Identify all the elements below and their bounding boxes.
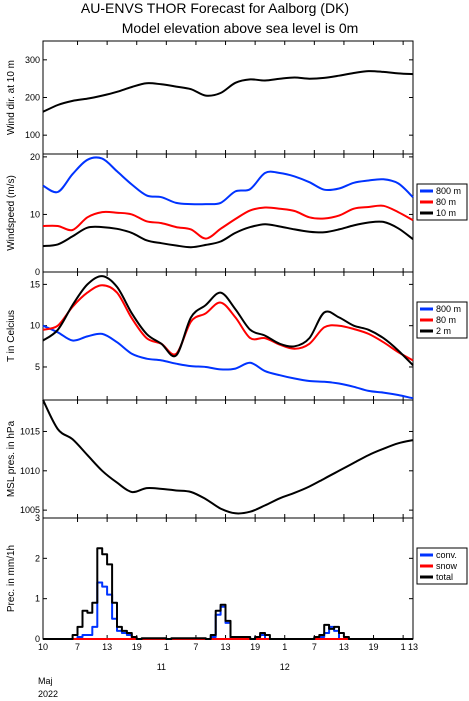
x-year-label: 2022: [38, 689, 58, 699]
x-tick-label: 19: [369, 642, 379, 652]
legend-label: total: [436, 572, 453, 582]
y-axis-label: Windspeed (m/s): [6, 175, 17, 251]
x-day-label: 11: [157, 662, 166, 672]
series-line-precipitation-total: [43, 547, 413, 640]
series-line-windspeed-80-m: [42, 204, 414, 240]
y-tick-label: 0: [35, 267, 40, 277]
y-axis-label: MSL pres. in hPa: [6, 420, 17, 497]
series-line-temperature-800-m: [42, 324, 414, 400]
legend-windspeed: 800 m80 m10 m: [416, 183, 468, 221]
y-tick-label: 10: [30, 209, 40, 219]
y-tick-label: 2: [35, 553, 40, 563]
y-tick-label: 1005: [20, 505, 40, 515]
y-tick-label: 15: [30, 279, 40, 289]
x-tick-label: 1: [164, 642, 169, 652]
figure-title-line2: Model elevation above sea level is 0m: [122, 20, 359, 36]
x-day-label: 12: [280, 662, 290, 672]
x-tick-label: 7: [312, 642, 317, 652]
legend-label: snow: [436, 561, 458, 571]
x-month-label: Maj: [38, 676, 53, 686]
x-tick-label: 10: [38, 642, 48, 652]
legend-label: conv.: [436, 550, 457, 560]
legend-label: 2 m: [436, 326, 451, 336]
y-tick-label: 20: [30, 152, 40, 162]
x-tick-label: 1: [401, 642, 406, 652]
series-line-pressure-0: [42, 399, 414, 515]
y-tick-label: 5: [35, 362, 40, 372]
x-tick-label: 13: [339, 642, 349, 652]
legend-label: 80 m: [436, 197, 456, 207]
y-tick-label: 100: [25, 130, 40, 140]
x-tick-label: 1: [282, 642, 287, 652]
x-tick-label: 13: [408, 642, 418, 652]
y-tick-label: 300: [25, 55, 40, 65]
x-tick-label: 7: [193, 642, 198, 652]
legend-label: 800 m: [436, 186, 461, 196]
y-tick-label: 0: [35, 634, 40, 644]
y-tick-label: 1010: [20, 466, 40, 476]
series-line-windspeed-10-m: [42, 220, 414, 249]
x-tick-label: 19: [132, 642, 142, 652]
series-line-precipitation-conv-: [43, 581, 413, 640]
y-tick-label: 1015: [20, 426, 40, 436]
y-tick-label: 3: [35, 513, 40, 523]
series-line-wind-direction-0: [42, 70, 414, 113]
y-axis-label: Wind dir. at 10 m: [6, 60, 17, 135]
panel-temperature: 5 10 15 T in Celcius 800 m80 m2 m: [6, 271, 468, 401]
panel-windspeed: 0 10 20 Windspeed (m/s) 800 m80 m10 m: [6, 152, 468, 277]
series-line-temperature-80-m: [42, 284, 414, 362]
y-axis-label: Prec. in mm/1h: [6, 545, 17, 612]
y-tick-label: 10: [30, 321, 40, 331]
x-tick-label: 7: [75, 642, 80, 652]
y-axis-label: T in Celcius: [6, 310, 17, 362]
series-line-windspeed-800-m: [42, 156, 414, 206]
legend-label: 80 m: [436, 315, 456, 325]
x-tick-label: 13: [221, 642, 231, 652]
series-line-temperature-2-m: [42, 275, 414, 367]
legend-label: 10 m: [436, 208, 456, 218]
panel-frame: [42, 399, 414, 519]
y-tick-label: 200: [25, 93, 40, 103]
panel-wind-direction: 100 200 300 Wind dir. at 10 m: [6, 40, 414, 155]
panel-frame: [42, 40, 414, 155]
figure-title-line1: AU-ENVS THOR Forecast for Aalborg (DK): [81, 0, 349, 16]
panel-frame: [42, 271, 414, 401]
y-tick-label: 1: [35, 594, 40, 604]
legend-label: 800 m: [436, 304, 461, 314]
x-tick-label: 19: [250, 642, 260, 652]
x-tick-label: 13: [102, 642, 112, 652]
legend-temperature: 800 m80 m2 m: [416, 301, 468, 339]
